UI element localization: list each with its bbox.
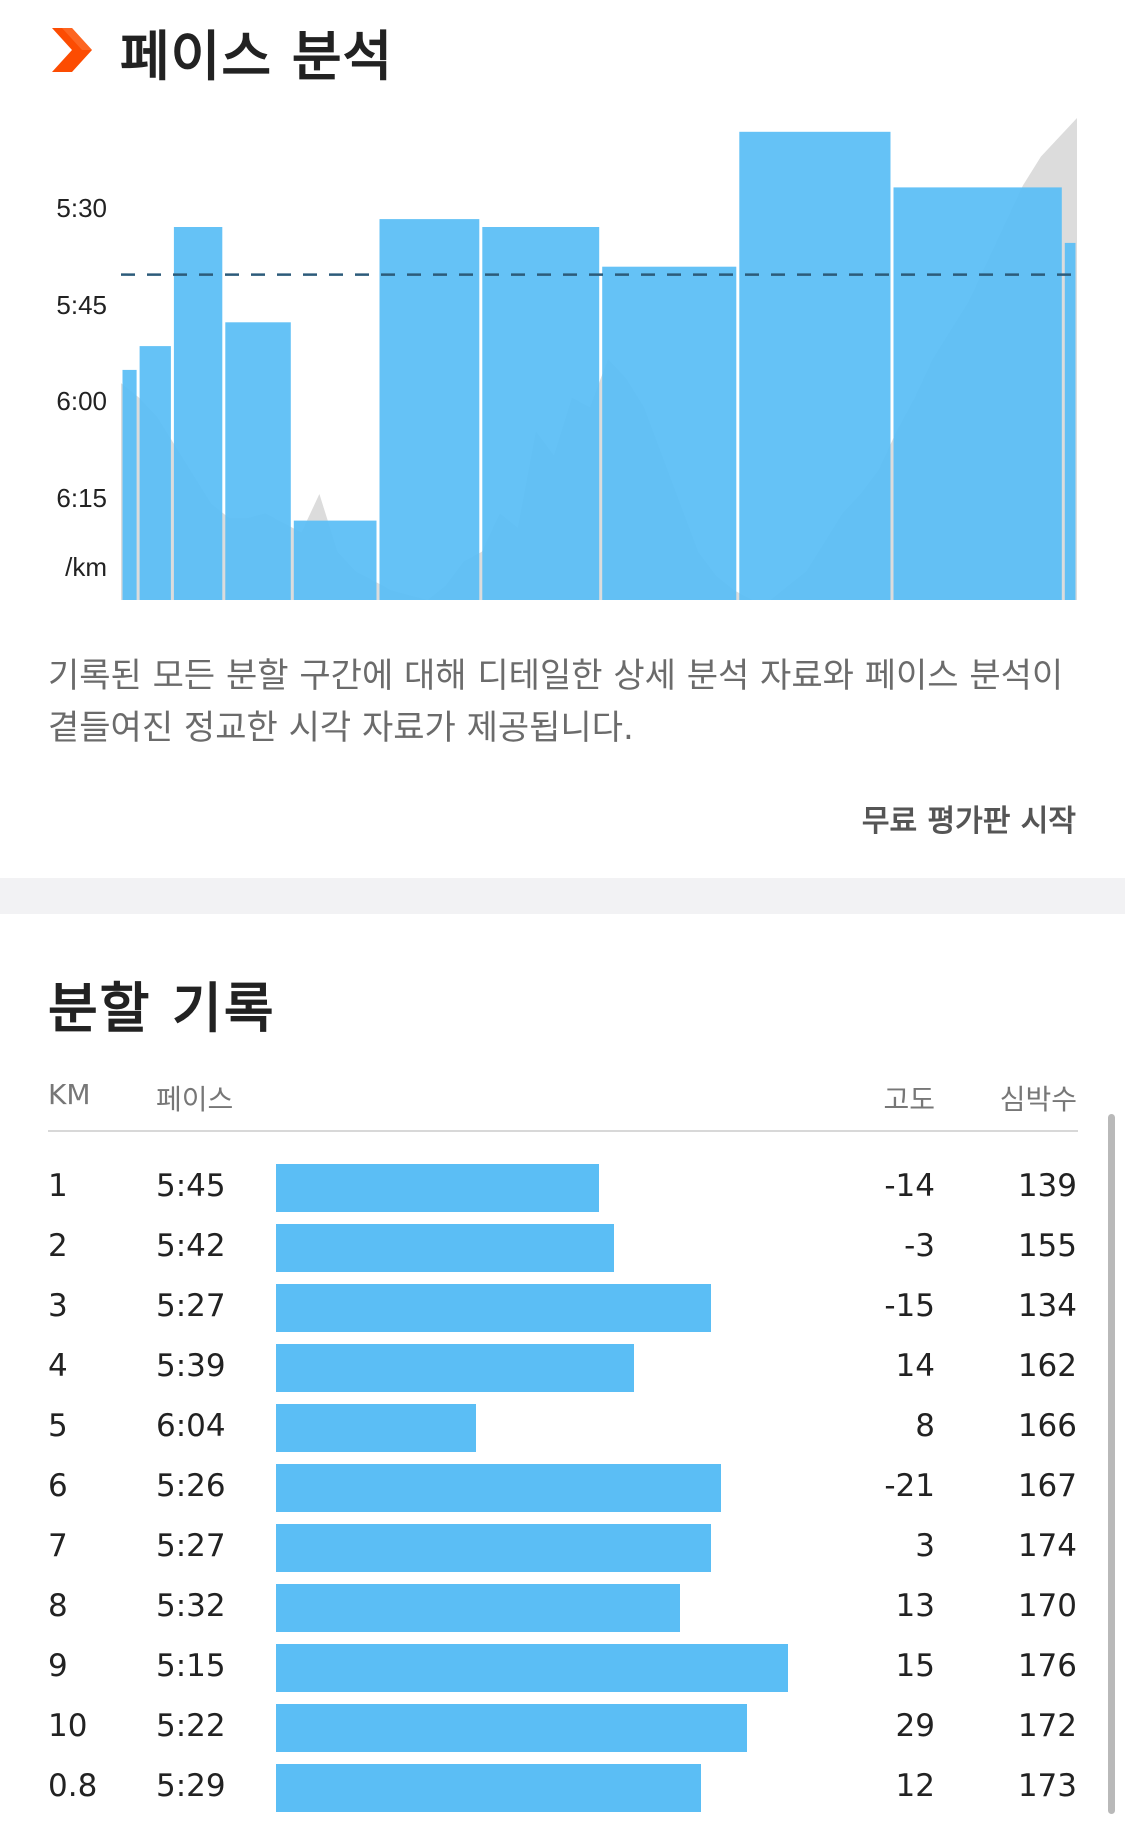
- pace-bar-2: [139, 346, 171, 600]
- split-pace-bar: [276, 1284, 711, 1332]
- split-km: 1: [48, 1168, 68, 1204]
- table-row: 1 5:45 -14 139: [0, 1164, 1125, 1214]
- split-heart-rate: 174: [1017, 1528, 1077, 1564]
- split-pace-bar: [276, 1464, 721, 1512]
- pace-bar-5: [293, 520, 377, 600]
- table-row: 0.8 5:29 12 173: [0, 1764, 1125, 1814]
- splits-card: 분할 기록 KM 페이스 고도 심박수 1 5:45 -14 139 2 5:4…: [0, 914, 1125, 1827]
- header-divider: [48, 1130, 1078, 1132]
- split-elevation: 15: [895, 1648, 935, 1684]
- split-pace-bar: [276, 1524, 711, 1572]
- vertical-scrollbar[interactable]: [1108, 1114, 1115, 1814]
- split-km: 6: [48, 1468, 68, 1504]
- split-pace: 5:26: [156, 1468, 226, 1504]
- pace-analysis-card: 페이스 분석 5:30 5:45 6:00 6:15/km 기록된 모든 분할 구간에…: [0, 0, 1125, 878]
- y-axis-label: 5:45: [56, 290, 107, 320]
- split-elevation: 8: [915, 1408, 935, 1444]
- split-pace: 5:22: [156, 1708, 226, 1744]
- split-elevation: 13: [895, 1588, 935, 1624]
- split-pace-bar: [276, 1644, 788, 1692]
- column-header-pace: 페이스: [156, 1083, 234, 1116]
- splits-title: 분할 기록: [48, 977, 276, 1040]
- split-pace: 5:45: [156, 1168, 226, 1204]
- split-elevation: 29: [895, 1708, 935, 1744]
- pace-bar-4: [225, 322, 291, 600]
- split-elevation: -3: [904, 1228, 935, 1264]
- split-heart-rate: 155: [1017, 1228, 1077, 1264]
- split-pace: 5:42: [156, 1228, 226, 1264]
- pace-bar-10: [893, 187, 1062, 600]
- split-pace: 5:27: [156, 1288, 226, 1324]
- split-pace: 5:39: [156, 1348, 226, 1384]
- split-km: 5: [48, 1408, 68, 1444]
- pace-bar-8: [602, 266, 737, 600]
- table-row: 5 6:04 8 166: [0, 1404, 1125, 1454]
- split-heart-rate: 176: [1017, 1648, 1077, 1684]
- column-header-km: KM: [48, 1078, 91, 1111]
- split-elevation: 12: [895, 1768, 935, 1804]
- split-elevation: -15: [884, 1288, 935, 1324]
- split-pace-bar: [276, 1164, 599, 1212]
- split-pace-bar: [276, 1404, 476, 1452]
- y-axis-label: /km: [65, 552, 107, 582]
- split-heart-rate: 172: [1017, 1708, 1077, 1744]
- split-pace-bar: [276, 1584, 680, 1632]
- y-axis-label: 6:15: [56, 483, 107, 513]
- pace-bar-0.8: [1064, 242, 1076, 600]
- split-km: 0.8: [48, 1768, 98, 1804]
- pace-bar-3: [173, 227, 223, 600]
- split-heart-rate: 162: [1017, 1348, 1077, 1384]
- split-heart-rate: 166: [1017, 1408, 1077, 1444]
- table-row: 4 5:39 14 162: [0, 1344, 1125, 1394]
- split-heart-rate: 139: [1017, 1168, 1077, 1204]
- split-km: 7: [48, 1528, 68, 1564]
- split-km: 8: [48, 1588, 68, 1624]
- split-pace: 6:04: [156, 1408, 226, 1444]
- split-km: 10: [48, 1708, 88, 1744]
- column-header-heart-rate: 심박수: [999, 1083, 1077, 1116]
- split-elevation: -21: [884, 1468, 935, 1504]
- table-row: 3 5:27 -15 134: [0, 1284, 1125, 1334]
- section-divider: [0, 878, 1125, 914]
- column-header-elevation: 고도: [883, 1083, 935, 1116]
- pace-bar-1: [122, 369, 137, 600]
- start-free-trial-button[interactable]: 무료 평가판 시작: [861, 804, 1076, 839]
- table-row: 8 5:32 13 170: [0, 1584, 1125, 1634]
- split-elevation: -14: [884, 1168, 935, 1204]
- split-km: 4: [48, 1348, 68, 1384]
- split-km: 3: [48, 1288, 68, 1324]
- split-pace-bar: [276, 1704, 747, 1752]
- split-pace: 5:15: [156, 1648, 226, 1684]
- split-heart-rate: 170: [1017, 1588, 1077, 1624]
- split-heart-rate: 134: [1017, 1288, 1077, 1324]
- pace-bar-6: [379, 219, 480, 600]
- split-heart-rate: 167: [1017, 1468, 1077, 1504]
- split-pace-bar: [276, 1764, 701, 1812]
- split-pace: 5:27: [156, 1528, 226, 1564]
- pace-chart: 5:30 5:45 6:00 6:15/km: [56, 118, 1077, 601]
- split-elevation: 14: [895, 1348, 935, 1384]
- split-pace: 5:32: [156, 1588, 226, 1624]
- chevron-right-icon: [52, 28, 92, 72]
- y-axis-label: 5:30: [56, 193, 107, 223]
- pace-analysis-title: 페이스 분석: [120, 25, 394, 88]
- table-row: 2 5:42 -3 155: [0, 1224, 1125, 1274]
- table-row: 9 5:15 15 176: [0, 1644, 1125, 1694]
- pace-bar-7: [482, 227, 600, 600]
- split-km: 2: [48, 1228, 68, 1264]
- y-axis-label: 6:00: [56, 386, 107, 416]
- split-heart-rate: 173: [1017, 1768, 1077, 1804]
- table-row: 7 5:27 3 174: [0, 1524, 1125, 1574]
- pace-bar-9: [739, 131, 891, 601]
- split-pace-bar: [276, 1224, 614, 1272]
- split-pace: 5:29: [156, 1768, 226, 1804]
- split-elevation: 3: [915, 1528, 935, 1564]
- pace-analysis-description: 기록된 모든 분할 구간에 대해 디테일한 상세 분석 자료와 페이스 분석이 …: [48, 656, 1064, 748]
- table-row: 6 5:26 -21 167: [0, 1464, 1125, 1514]
- split-pace-bar: [276, 1344, 634, 1392]
- split-km: 9: [48, 1648, 68, 1684]
- table-row: 10 5:22 29 172: [0, 1704, 1125, 1754]
